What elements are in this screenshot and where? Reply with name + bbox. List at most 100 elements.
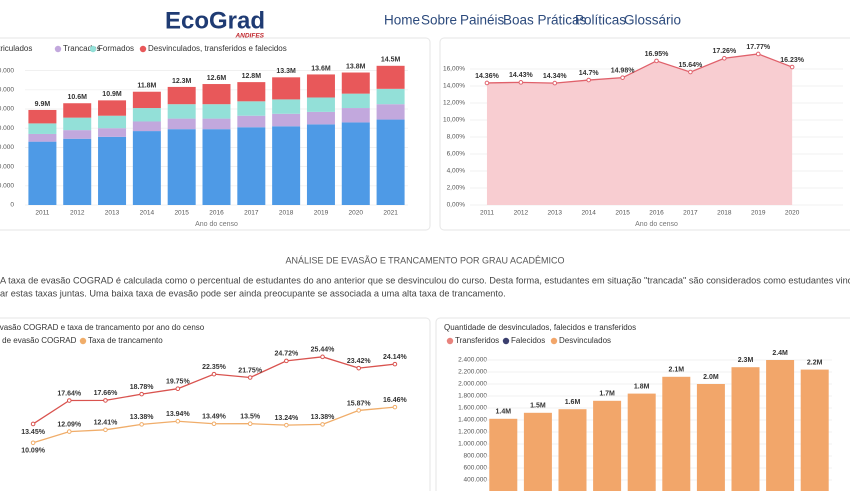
chart-title: Quantidade de desvinculados, falecidos e… — [444, 323, 636, 332]
y-tick-label: 2.200.000 — [458, 369, 487, 376]
value-label: 14.36% — [475, 73, 500, 80]
point — [66, 398, 72, 403]
value-label: 15.64% — [679, 62, 704, 69]
bar — [696, 384, 725, 491]
bar-segment — [28, 133, 57, 142]
total-label: 14.5M — [381, 57, 401, 64]
bar-segment — [98, 100, 127, 116]
value-label: 24.72% — [274, 351, 299, 358]
value-label: 17.64% — [57, 390, 82, 397]
nav-link[interactable]: Políticas — [575, 13, 626, 28]
line — [486, 53, 793, 84]
bar-segment — [202, 129, 231, 205]
bar — [489, 418, 518, 491]
legend-marker — [502, 337, 510, 345]
bar-segment — [341, 72, 370, 94]
point — [175, 418, 181, 424]
area — [486, 53, 793, 205]
point — [284, 422, 289, 428]
point — [247, 375, 253, 380]
y-tick-label: 2.000.000 — [0, 183, 14, 190]
y-tick-label: 1.000.000 — [458, 441, 487, 448]
nav-link[interactable]: Sobre — [421, 13, 457, 28]
point — [654, 58, 659, 64]
total-label: 13.6M — [311, 65, 331, 72]
point — [392, 404, 398, 410]
bar — [593, 400, 622, 491]
nav-link[interactable]: Home — [384, 13, 420, 28]
y-tick-label: 2,00% — [447, 185, 466, 192]
x-tick-label: 2013 — [548, 210, 563, 217]
bar — [558, 409, 587, 491]
x-tick-label: 2014 — [581, 210, 596, 217]
value-label: 12.09% — [57, 421, 82, 428]
bar-segment — [63, 130, 92, 139]
y-tick-label: 10,00% — [443, 117, 465, 124]
value-label: 2.0M — [703, 374, 719, 381]
total-label: 12.6M — [207, 75, 227, 82]
bar-segment — [63, 117, 92, 131]
value-label: 13.49% — [202, 414, 227, 421]
legend-marker — [446, 337, 454, 345]
bar-segment — [132, 131, 161, 205]
point — [247, 421, 253, 427]
y-tick-label: 1.200.000 — [458, 429, 487, 436]
bar-segment — [376, 65, 405, 89]
total-label: 12.8M — [242, 73, 262, 80]
value-label: 13.5% — [240, 414, 261, 421]
bar-segment — [167, 118, 196, 130]
point — [320, 422, 325, 427]
bar-segment — [306, 111, 335, 125]
value-label: 2.2M — [807, 359, 823, 366]
point — [30, 440, 36, 446]
y-tick-label: 14.000.000 — [0, 67, 14, 74]
y-tick-label: 1.600.000 — [458, 405, 487, 412]
bar — [766, 360, 795, 491]
value-label: 14.7% — [579, 70, 600, 77]
point — [211, 421, 217, 427]
point — [789, 64, 795, 70]
point — [320, 354, 325, 360]
bar-segment — [132, 108, 161, 122]
nav-link[interactable]: Painéis — [460, 13, 505, 28]
value-label: 13.45% — [21, 429, 46, 436]
x-tick-label: 2018 — [717, 210, 732, 217]
y-tick-label: 400.000 — [464, 477, 488, 484]
paragraph: A taxa de evasão COGRAD é calculada como… — [0, 275, 850, 285]
point — [139, 391, 144, 397]
nav-link[interactable]: Boas Práticas — [503, 13, 587, 28]
bar-segment — [376, 104, 405, 120]
x-tick-label: 2016 — [209, 210, 224, 217]
bar-segment — [272, 126, 301, 205]
value-label: 14.34% — [543, 73, 568, 80]
nav-link[interactable]: Glossário — [624, 13, 681, 28]
total-label: 12.3M — [172, 78, 192, 85]
value-label: 1.5M — [530, 403, 546, 410]
y-tick-label: 1.800.000 — [458, 393, 487, 400]
x-tick-label: 2012 — [514, 210, 529, 217]
value-label: 15.87% — [347, 400, 372, 407]
bar-segment — [306, 97, 335, 112]
legend-label: Matriculados — [0, 44, 32, 53]
value-label: 17.26% — [712, 48, 737, 55]
value-label: 13.38% — [311, 414, 336, 421]
y-tick-label: 6,00% — [447, 151, 466, 158]
paragraph: ar estas taxas juntas. Uma baixa taxa de… — [0, 288, 506, 298]
value-label: 16.23% — [780, 57, 805, 64]
x-tick-label: 2012 — [70, 210, 85, 217]
point — [484, 80, 490, 86]
bar — [627, 393, 656, 491]
point — [356, 408, 362, 413]
point — [392, 361, 398, 367]
y-tick-label: 600.000 — [464, 465, 488, 472]
value-label: 17.66% — [94, 390, 119, 397]
y-tick-label: 16,00% — [443, 66, 465, 73]
bar-segment — [341, 108, 370, 123]
legend-label: Taxa de evasão COGRAD — [0, 336, 77, 345]
value-label: 14.43% — [509, 72, 534, 79]
y-tick-label: 8.000.000 — [0, 125, 14, 132]
x-tick-label: 2011 — [35, 210, 49, 217]
bar — [800, 369, 829, 491]
total-label: 13.3M — [276, 68, 296, 75]
